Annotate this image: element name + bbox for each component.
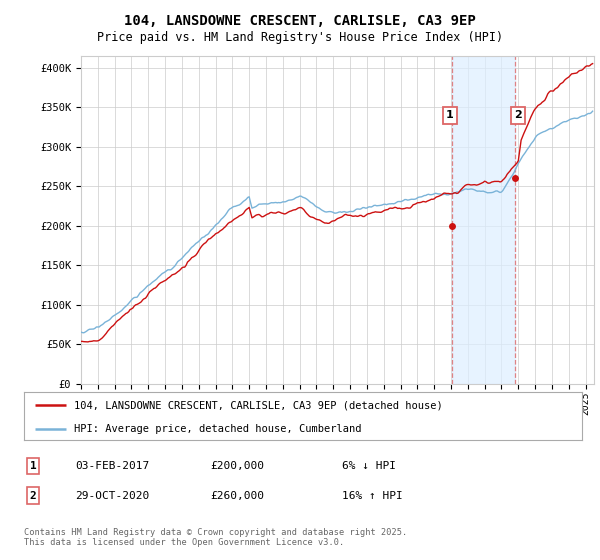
Text: 1: 1 bbox=[446, 110, 454, 120]
Text: 29-OCT-2020: 29-OCT-2020 bbox=[75, 491, 149, 501]
Text: 2: 2 bbox=[514, 110, 522, 120]
Text: 104, LANSDOWNE CRESCENT, CARLISLE, CA3 9EP (detached house): 104, LANSDOWNE CRESCENT, CARLISLE, CA3 9… bbox=[74, 400, 443, 410]
Text: 16% ↑ HPI: 16% ↑ HPI bbox=[342, 491, 403, 501]
Text: 1: 1 bbox=[29, 461, 37, 471]
Text: 03-FEB-2017: 03-FEB-2017 bbox=[75, 461, 149, 471]
Text: Contains HM Land Registry data © Crown copyright and database right 2025.
This d: Contains HM Land Registry data © Crown c… bbox=[24, 528, 407, 547]
Text: 2: 2 bbox=[29, 491, 37, 501]
Text: 6% ↓ HPI: 6% ↓ HPI bbox=[342, 461, 396, 471]
Bar bbox=[452, 56, 515, 384]
Text: £260,000: £260,000 bbox=[210, 491, 264, 501]
Text: £200,000: £200,000 bbox=[210, 461, 264, 471]
Text: 104, LANSDOWNE CRESCENT, CARLISLE, CA3 9EP: 104, LANSDOWNE CRESCENT, CARLISLE, CA3 9… bbox=[124, 14, 476, 28]
Text: Price paid vs. HM Land Registry's House Price Index (HPI): Price paid vs. HM Land Registry's House … bbox=[97, 31, 503, 44]
Text: HPI: Average price, detached house, Cumberland: HPI: Average price, detached house, Cumb… bbox=[74, 424, 362, 434]
